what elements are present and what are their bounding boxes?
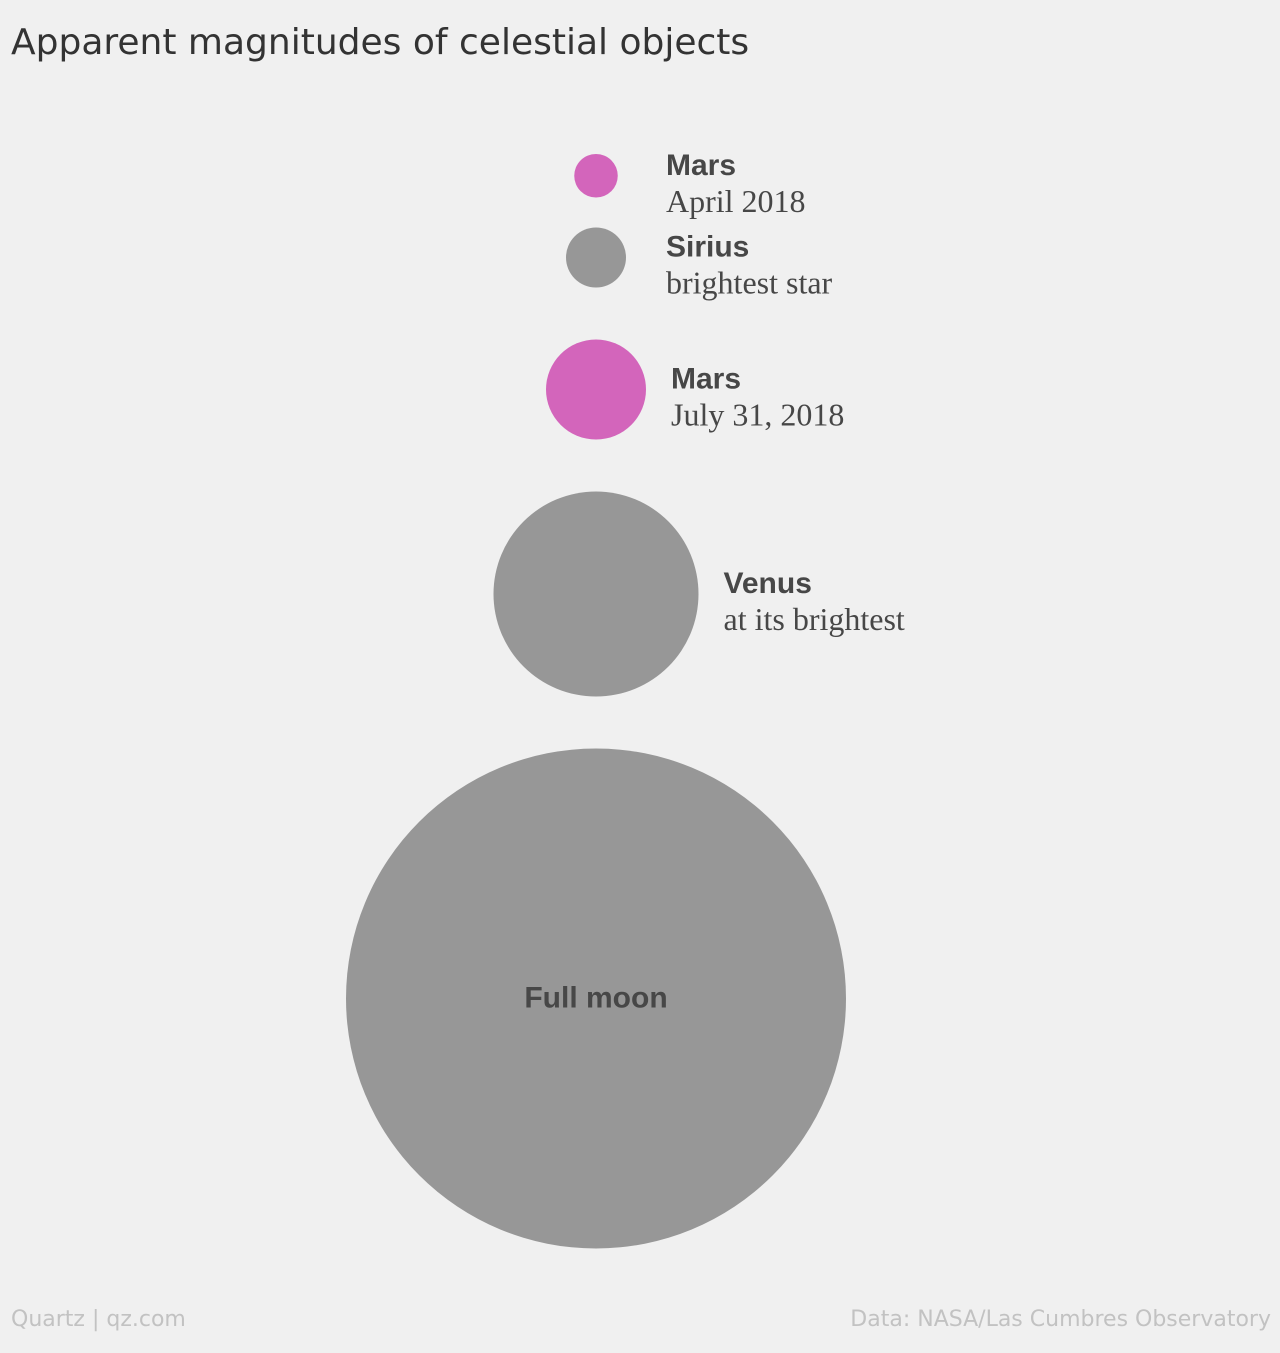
label-name-full-moon-4: Full moon <box>524 981 667 1014</box>
label-sub-mars-2: July 31, 2018 <box>671 397 844 433</box>
label-sub-mars-0: April 2018 <box>666 183 806 219</box>
chart-title: Apparent magnitudes of celestial objects <box>11 22 750 63</box>
footer-source-right: Data: NASA/Las Cumbres Observatory <box>850 1307 1271 1332</box>
label-name-mars-0: Mars <box>666 149 736 182</box>
label-sub-sirius-1: brightest star <box>666 265 833 301</box>
label-sub-venus-3: at its brightest <box>724 601 905 637</box>
label-name-venus-3: Venus <box>724 567 812 600</box>
bubble-sirius-1 <box>566 227 626 288</box>
bubble-full-moon-4 <box>346 748 846 1249</box>
label-name-sirius-1: Sirius <box>666 231 749 264</box>
footer-source-left: Quartz | qz.com <box>11 1307 186 1332</box>
bubble-venus-3 <box>493 491 699 697</box>
label-name-mars-2: Mars <box>671 363 741 396</box>
bubble-mars-0 <box>574 154 618 198</box>
bubble-mars-2 <box>546 339 646 440</box>
